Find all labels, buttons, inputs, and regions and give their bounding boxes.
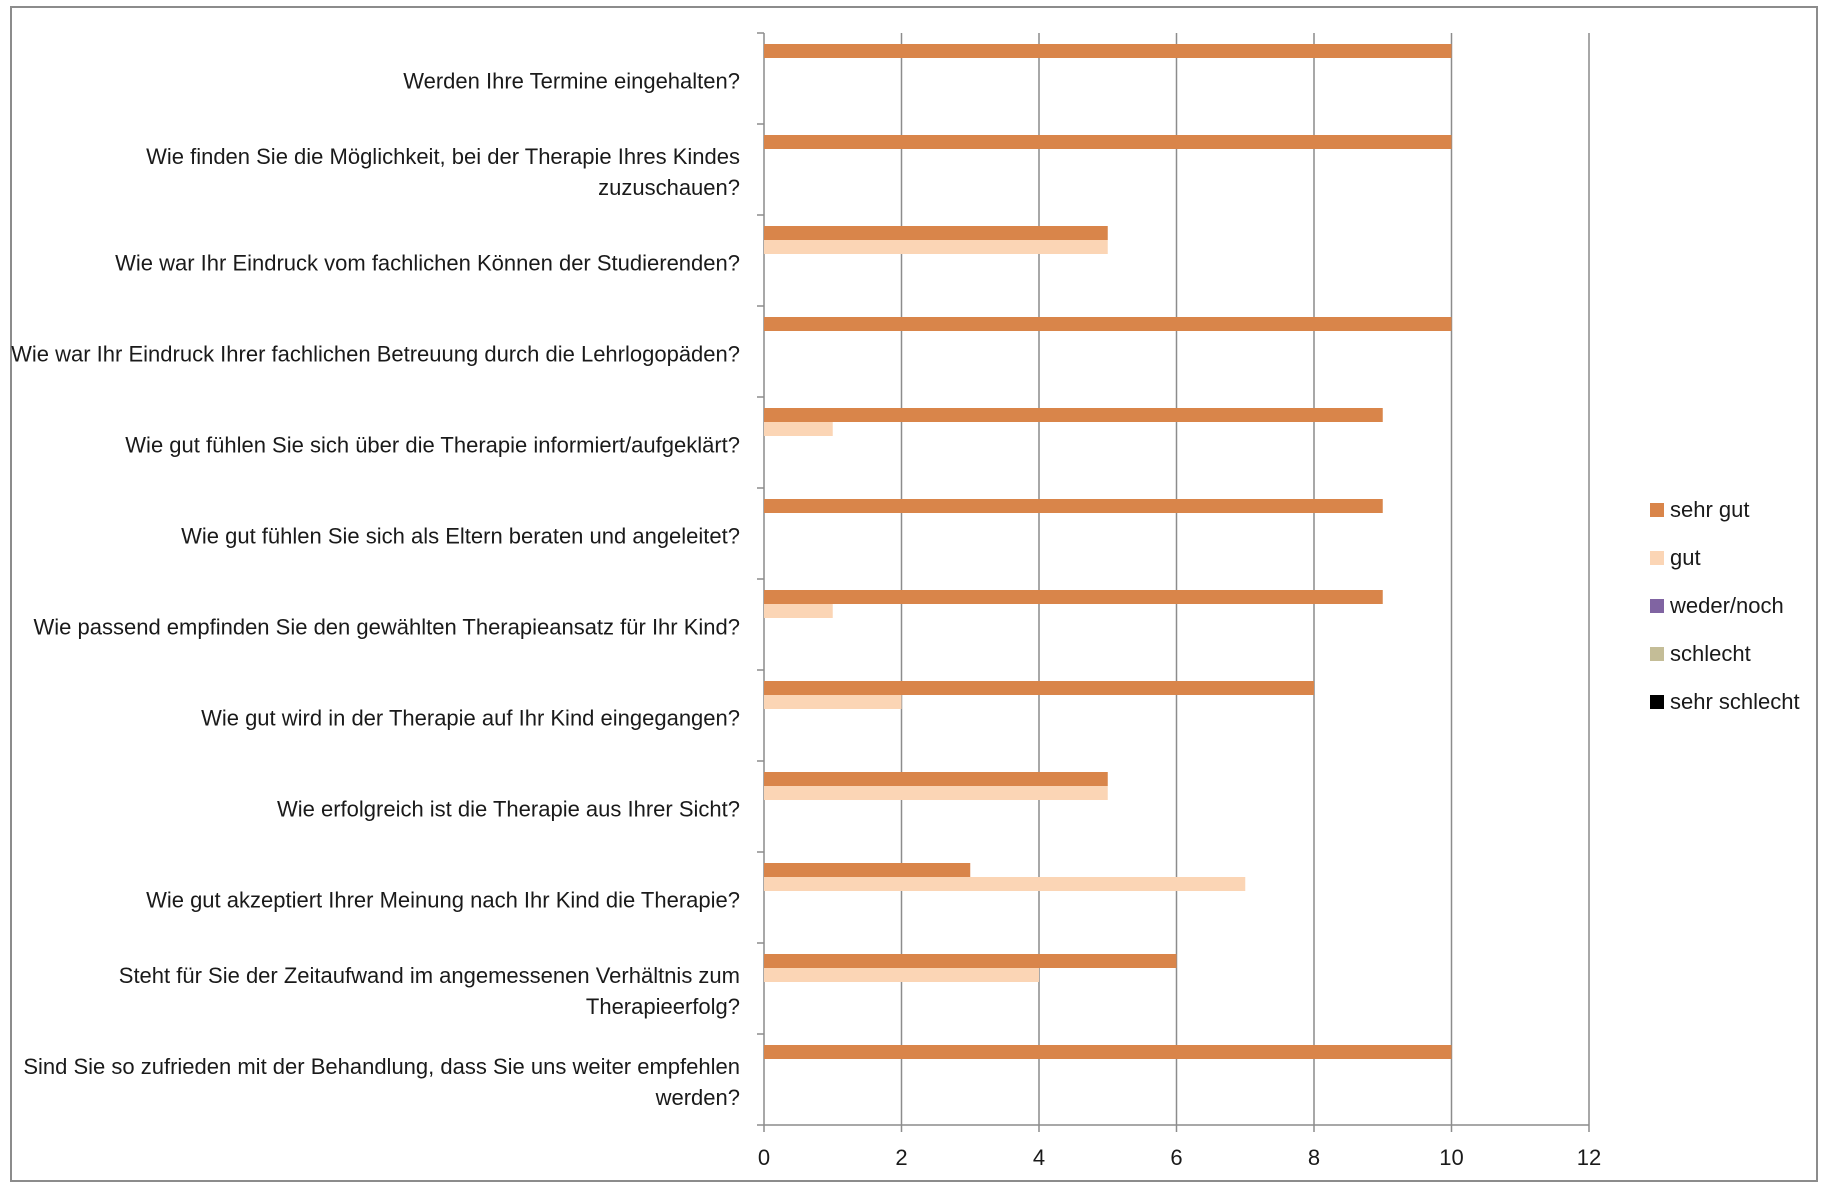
category-label: Wie passend empfinden Sie den gewählten … bbox=[33, 614, 740, 639]
x-tick-label: 0 bbox=[757, 1145, 771, 1170]
category-label: Wie war Ihr Eindruck vom fachlichen Könn… bbox=[115, 250, 740, 275]
category-label: Steht für Sie der Zeitaufwand im angemes… bbox=[118, 962, 740, 1019]
category-label: Wie gut akzeptiert Ihrer Meinung nach Ih… bbox=[146, 887, 740, 912]
bar-gut bbox=[764, 786, 1108, 800]
category-label: Wie gut wird in der Therapie auf Ihr Kin… bbox=[201, 705, 740, 730]
category-label: Wie erfolgreich ist die Therapie aus Ihr… bbox=[276, 796, 740, 821]
legend-label: schlecht bbox=[1670, 641, 1751, 666]
bar-gut bbox=[764, 422, 833, 436]
legend-swatch bbox=[1650, 647, 1664, 661]
bar-sehr-gut bbox=[764, 317, 1452, 331]
legend-label: gut bbox=[1670, 545, 1701, 570]
bar-gut bbox=[764, 877, 1246, 891]
legend-label: sehr schlecht bbox=[1670, 689, 1800, 714]
category-label: Wie finden Sie die Möglichkeit, bei der … bbox=[146, 143, 740, 200]
bar-sehr-gut bbox=[764, 499, 1383, 513]
legend: sehr gut gut weder/noch schlecht sehr schlec… bbox=[1650, 486, 1800, 726]
category-label: Wie gut fühlen Sie sich über die Therapi… bbox=[125, 432, 740, 457]
category-label: Wie gut fühlen Sie sich als Eltern berat… bbox=[181, 523, 740, 548]
legend-item: weder/noch bbox=[1650, 582, 1800, 630]
bar-sehr-gut bbox=[764, 681, 1314, 695]
bar-gut bbox=[764, 604, 833, 618]
bar-sehr-gut bbox=[764, 590, 1383, 604]
legend-item: sehr schlecht bbox=[1650, 678, 1800, 726]
x-tick-label: 12 bbox=[1576, 1145, 1602, 1170]
x-tick-label: 4 bbox=[1032, 1145, 1046, 1170]
bar-sehr-gut bbox=[764, 135, 1452, 149]
legend-swatch bbox=[1650, 599, 1664, 613]
x-tick-label: 8 bbox=[1307, 1145, 1321, 1170]
bar-gut bbox=[764, 968, 1039, 982]
category-label: Werden Ihre Termine eingehalten? bbox=[403, 68, 740, 93]
bar-gut bbox=[764, 240, 1108, 254]
x-tick-label: 2 bbox=[895, 1145, 908, 1170]
legend-item: gut bbox=[1650, 534, 1800, 582]
bar-sehr-gut bbox=[764, 772, 1108, 786]
bar-sehr-gut bbox=[764, 226, 1108, 240]
category-label: Sind Sie so zufrieden mit der Behandlung… bbox=[23, 1053, 740, 1110]
legend-swatch bbox=[1650, 551, 1664, 565]
legend-swatch bbox=[1650, 695, 1664, 709]
bar-gut bbox=[764, 695, 902, 709]
category-label: Wie war Ihr Eindruck Ihrer fachlichen Be… bbox=[11, 341, 740, 366]
legend-label: sehr gut bbox=[1670, 497, 1750, 522]
x-tick-label: 10 bbox=[1439, 1145, 1464, 1170]
bar-sehr-gut bbox=[764, 863, 971, 877]
x-tick-label: 6 bbox=[1170, 1145, 1183, 1170]
legend-label: weder/noch bbox=[1670, 593, 1784, 618]
bar-sehr-gut bbox=[764, 44, 1452, 58]
legend-swatch bbox=[1650, 503, 1664, 517]
bar-sehr-gut bbox=[764, 408, 1383, 422]
bar-sehr-gut bbox=[764, 954, 1177, 968]
legend-item: schlecht bbox=[1650, 630, 1800, 678]
bar-sehr-gut bbox=[764, 1045, 1452, 1059]
legend-item: sehr gut bbox=[1650, 486, 1800, 534]
